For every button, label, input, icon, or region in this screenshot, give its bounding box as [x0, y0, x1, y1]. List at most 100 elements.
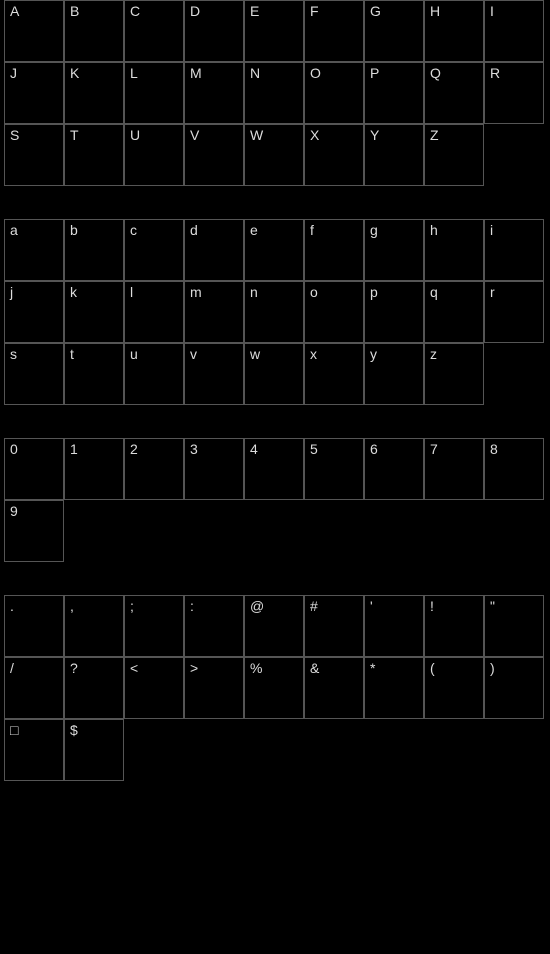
- glyph-label: 6: [370, 441, 378, 457]
- glyph-cell[interactable]: t: [64, 343, 124, 405]
- glyph-cell[interactable]: K: [64, 62, 124, 124]
- glyph-cell[interactable]: I: [484, 0, 544, 62]
- glyph-cell[interactable]: <: [124, 657, 184, 719]
- glyph-label: c: [130, 222, 137, 238]
- glyph-cell[interactable]: j: [4, 281, 64, 343]
- glyph-label: z: [430, 346, 437, 362]
- glyph-cell[interactable]: #: [304, 595, 364, 657]
- glyph-cell[interactable]: v: [184, 343, 244, 405]
- glyph-cell[interactable]: 5: [304, 438, 364, 500]
- glyph-cell[interactable]: (: [424, 657, 484, 719]
- glyph-cell[interactable]: C: [124, 0, 184, 62]
- glyph-cell[interactable]: X: [304, 124, 364, 186]
- glyph-label: 5: [310, 441, 318, 457]
- glyph-cell[interactable]: 1: [64, 438, 124, 500]
- glyph-group-lowercase: a bc defghi jklm nopqr stuvwxyz: [4, 219, 544, 405]
- glyph-cell[interactable]: s: [4, 343, 64, 405]
- glyph-cell[interactable]: U: [124, 124, 184, 186]
- glyph-cell[interactable]: 3: [184, 438, 244, 500]
- glyph-cell[interactable]: 2: [124, 438, 184, 500]
- glyph-cell[interactable]: 7: [424, 438, 484, 500]
- glyph-cell[interactable]: p: [364, 281, 424, 343]
- glyph-cell[interactable]: ;: [124, 595, 184, 657]
- glyph-cell[interactable]: !: [424, 595, 484, 657]
- glyph-label: 7: [430, 441, 438, 457]
- glyph-cell[interactable]: d: [184, 219, 244, 281]
- glyph-cell[interactable]: E: [244, 0, 304, 62]
- glyph-cell[interactable]: 8: [484, 438, 544, 500]
- glyph-label: (: [430, 660, 435, 676]
- glyph-cell[interactable]: >: [184, 657, 244, 719]
- glyph-cell[interactable]: A: [4, 0, 64, 62]
- glyph-label: &: [310, 660, 319, 676]
- glyph-cell[interactable]: D: [184, 0, 244, 62]
- glyph-cell[interactable]: R: [484, 62, 544, 124]
- glyph-label: #: [310, 598, 318, 614]
- glyph-cell[interactable]: x: [304, 343, 364, 405]
- glyph-cell[interactable]: 0: [4, 438, 64, 500]
- glyph-label: ": [490, 598, 495, 614]
- glyph-cell[interactable]: w: [244, 343, 304, 405]
- glyph-cell[interactable]: u: [124, 343, 184, 405]
- glyph-cell[interactable]: n: [244, 281, 304, 343]
- glyph-cell[interactable]: q: [424, 281, 484, 343]
- glyph-cell[interactable]: %: [244, 657, 304, 719]
- glyph-label: .: [10, 598, 14, 614]
- glyph-cell[interactable]: f: [304, 219, 364, 281]
- glyph-label: H: [430, 3, 440, 19]
- glyph-label: F: [310, 3, 319, 19]
- glyph-label: S: [10, 127, 19, 143]
- glyph-cell[interactable]: y: [364, 343, 424, 405]
- glyph-cell[interactable]: i: [484, 219, 544, 281]
- glyph-cell[interactable]: G: [364, 0, 424, 62]
- glyph-cell[interactable]: J: [4, 62, 64, 124]
- glyph-cell[interactable]: l: [124, 281, 184, 343]
- glyph-cell[interactable]: $: [64, 719, 124, 781]
- glyph-cell[interactable]: N: [244, 62, 304, 124]
- glyph-cell[interactable]: ,: [64, 595, 124, 657]
- glyph-label: a: [10, 222, 18, 238]
- glyph-cell[interactable]: Y: [364, 124, 424, 186]
- glyph-cell[interactable]: :: [184, 595, 244, 657]
- glyph-cell[interactable]: B: [64, 0, 124, 62]
- glyph-cell[interactable]: .: [4, 595, 64, 657]
- glyph-cell[interactable]: &: [304, 657, 364, 719]
- glyph-cell[interactable]: @: [244, 595, 304, 657]
- glyph-cell[interactable]: F: [304, 0, 364, 62]
- glyph-cell[interactable]: h: [424, 219, 484, 281]
- glyph-cell[interactable]: k: [64, 281, 124, 343]
- glyph-label: m: [190, 284, 202, 300]
- glyph-cell[interactable]: ': [364, 595, 424, 657]
- glyph-cell[interactable]: O: [304, 62, 364, 124]
- glyph-cell[interactable]: ": [484, 595, 544, 657]
- glyph-cell[interactable]: b: [64, 219, 124, 281]
- glyph-cell[interactable]: 4: [244, 438, 304, 500]
- glyph-cell[interactable]: z: [424, 343, 484, 405]
- glyph-cell[interactable]: P: [364, 62, 424, 124]
- glyph-cell[interactable]: o: [304, 281, 364, 343]
- glyph-cell[interactable]: H: [424, 0, 484, 62]
- glyph-cell[interactable]: g: [364, 219, 424, 281]
- glyph-cell[interactable]: /: [4, 657, 64, 719]
- glyph-cell[interactable]: m: [184, 281, 244, 343]
- glyph-cell[interactable]: T: [64, 124, 124, 186]
- glyph-cell[interactable]: c: [124, 219, 184, 281]
- glyph-cell[interactable]: Q: [424, 62, 484, 124]
- glyph-cell[interactable]: ?: [64, 657, 124, 719]
- glyph-cell[interactable]: 9: [4, 500, 64, 562]
- glyph-cell[interactable]: □: [4, 719, 64, 781]
- glyph-cell[interactable]: M: [184, 62, 244, 124]
- glyph-cell[interactable]: 6: [364, 438, 424, 500]
- glyph-cell[interactable]: W: [244, 124, 304, 186]
- glyph-cell[interactable]: a: [4, 219, 64, 281]
- glyph-cell[interactable]: V: [184, 124, 244, 186]
- glyph-cell[interactable]: e: [244, 219, 304, 281]
- glyph-cell[interactable]: r: [484, 281, 544, 343]
- glyph-cell[interactable]: *: [364, 657, 424, 719]
- glyph-cell[interactable]: L: [124, 62, 184, 124]
- glyph-label: U: [130, 127, 140, 143]
- glyph-cell[interactable]: Z: [424, 124, 484, 186]
- glyph-label: 8: [490, 441, 498, 457]
- glyph-cell[interactable]: ): [484, 657, 544, 719]
- glyph-cell[interactable]: S: [4, 124, 64, 186]
